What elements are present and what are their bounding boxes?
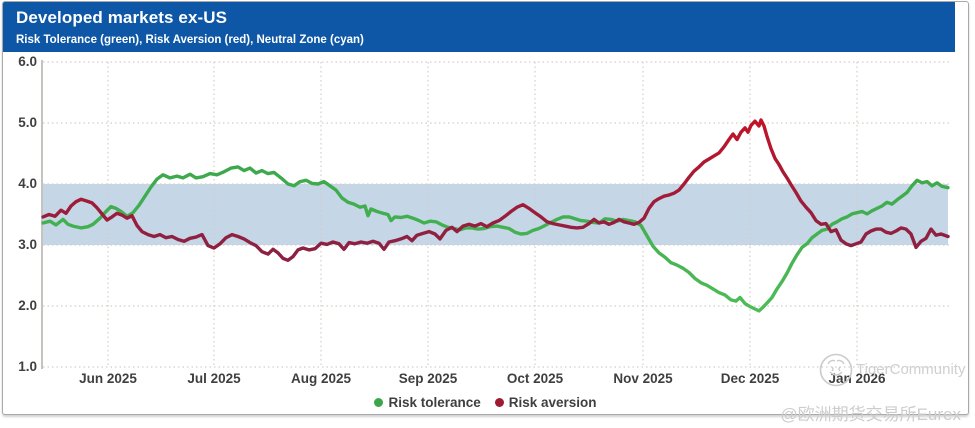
- legend-label: Risk aversion: [508, 395, 597, 410]
- x-axis-label: Oct 2025: [506, 371, 564, 386]
- y-axis-label: 5.0: [18, 115, 37, 130]
- x-axis-label: Jul 2025: [187, 371, 241, 386]
- chart-subtitle: Risk Tolerance (green), Risk Aversion (r…: [16, 34, 364, 46]
- x-axis-label: Sep 2025: [398, 371, 458, 386]
- risk-tolerance-line: [41, 165, 950, 313]
- risk-aversion-line: [41, 118, 950, 262]
- x-axis-label: Dec 2025: [720, 371, 780, 386]
- y-axis-label: 4.0: [18, 176, 37, 191]
- y-axis-label: 6.0: [18, 54, 37, 69]
- x-axis-label: Jan 2026: [828, 371, 886, 386]
- page-title: Developed markets ex-US: [16, 8, 228, 27]
- chart-header: Developed markets ex-US Risk Tolerance (…: [3, 2, 955, 52]
- y-axis-label: 2.0: [18, 298, 37, 313]
- watermark-handle: @欧洲期货交易所Eurex: [780, 405, 961, 424]
- y-axis-label: 3.0: [18, 237, 37, 252]
- x-axis-label: Aug 2025: [290, 371, 352, 386]
- y-axis-label: 1.0: [18, 359, 37, 374]
- chart-legend: Risk tolerance Risk aversion: [3, 395, 968, 410]
- neutral-zone-band: [43, 184, 948, 245]
- green-dot-icon: [374, 398, 384, 407]
- red-dot-icon: [494, 398, 504, 407]
- legend-item-risk-aversion: Risk aversion: [494, 395, 597, 410]
- watermark-community: TigerCommunity: [856, 361, 966, 378]
- legend-label: Risk tolerance: [388, 395, 481, 410]
- x-axis-label: Nov 2025: [613, 371, 673, 386]
- tiger-logo-icon: [819, 353, 853, 387]
- x-axis-label: Jun 2025: [79, 371, 137, 386]
- legend-item-risk-tolerance: Risk tolerance: [374, 395, 481, 410]
